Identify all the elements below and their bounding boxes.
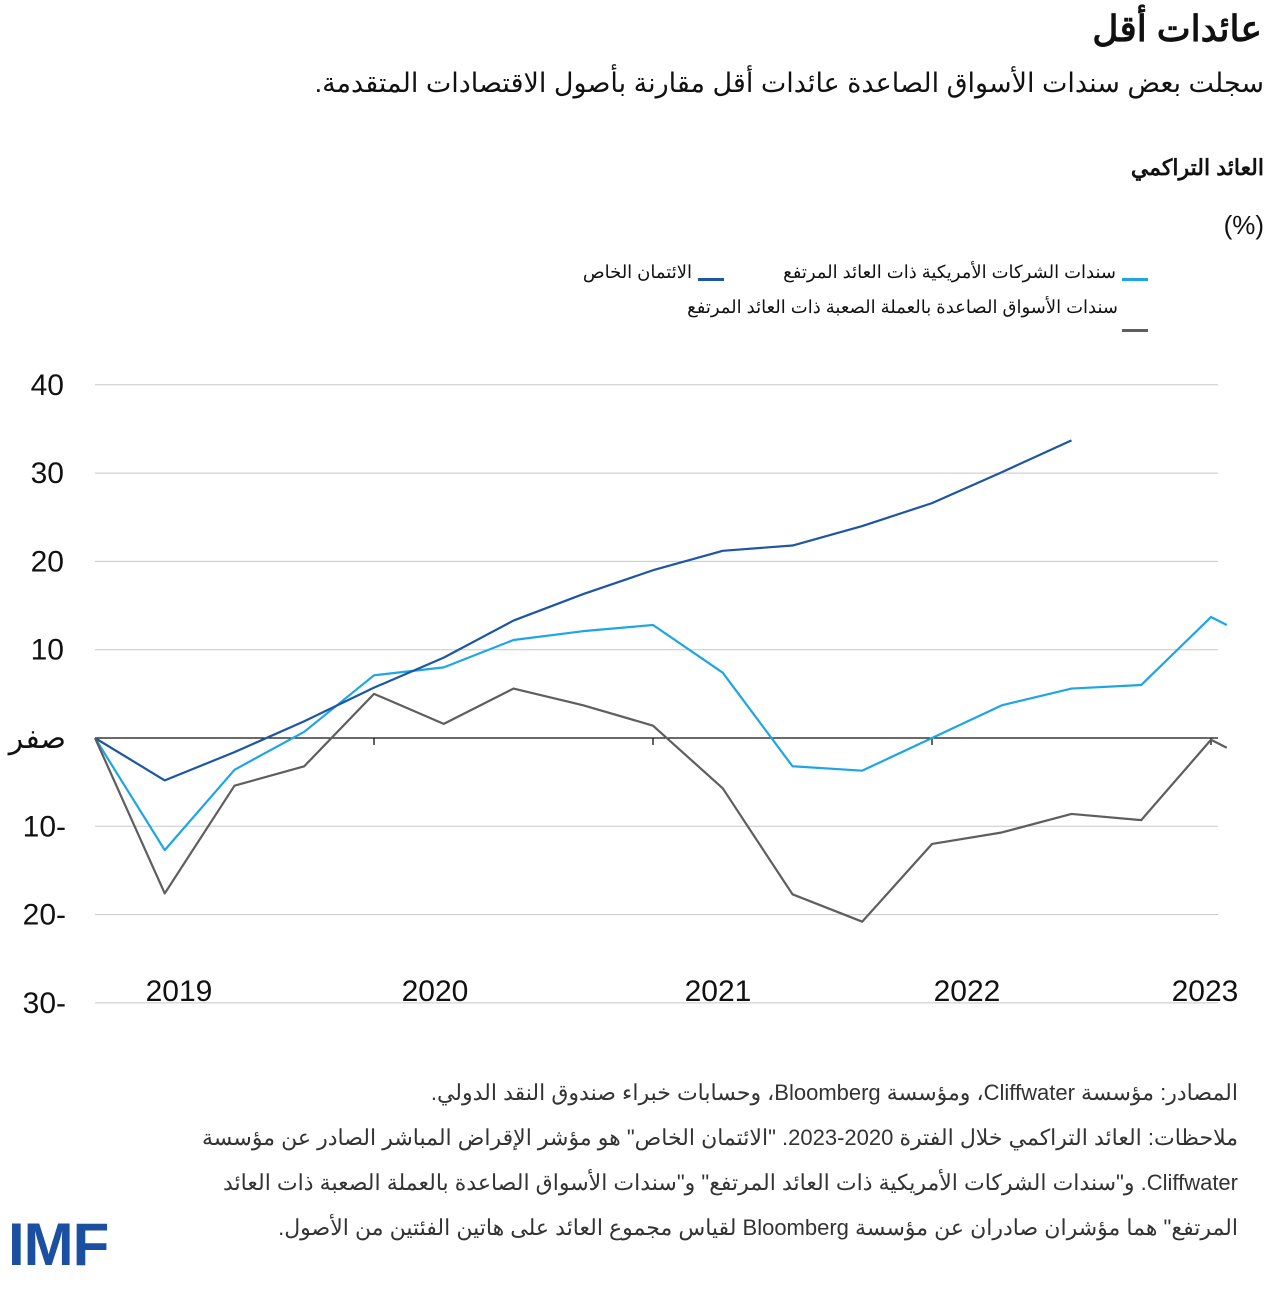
x-tick-label: 2020	[402, 975, 469, 1008]
series-line-0	[94, 615, 1228, 852]
x-tick-label: 2023	[1172, 975, 1239, 1008]
legend-swatch	[1122, 329, 1148, 332]
y-tick-label: 20	[31, 545, 64, 578]
x-tick-label: 2021	[685, 975, 752, 1008]
notes: المصادر: مؤسسة Cliffwater، ومؤسسة Bloomb…	[178, 1070, 1238, 1250]
x-tick-label: 2019	[146, 975, 213, 1008]
y-tick-label: صفر	[7, 722, 66, 756]
chart-subtitle: سجلت بعض سندات الأسواق الصاعدة عائدات أق…	[314, 68, 1264, 98]
sources-note: المصادر: مؤسسة Cliffwater، ومؤسسة Bloomb…	[430, 1080, 1238, 1105]
legend-label: الائتمان الخاص	[582, 262, 692, 282]
y-tick-label: 30-	[23, 987, 66, 1020]
legend-label: سندات الشركات الأمريكية ذات العائد المرت…	[783, 262, 1116, 282]
y-tick-label: 10	[31, 634, 64, 667]
y-axis-unit: (%)	[1223, 210, 1264, 240]
legend-item-em-high-yield: سندات الأسواق الصاعدة بالعملة الصعبة ذات…	[687, 297, 1118, 318]
legend-label: سندات الأسواق الصاعدة بالعملة الصعبة ذات…	[687, 297, 1118, 317]
y-tick-label: 30	[31, 457, 64, 490]
legend-item-private-credit: الائتمان الخاص	[583, 262, 724, 283]
y-axis-label: العائد التراكمي	[1130, 155, 1264, 180]
imf-logo: IMF	[8, 1211, 109, 1278]
y-tick-label: 20-	[23, 899, 66, 932]
series-line-1	[94, 439, 1072, 782]
legend-item-us-high-yield: سندات الشركات الأمريكية ذات العائد المرت…	[783, 262, 1148, 283]
chart-title: عائدات أقل	[1092, 8, 1262, 49]
x-tick-label: 2022	[934, 975, 1001, 1008]
remarks-note: ملاحظات: العائد التراكمي خلال الفترة 202…	[201, 1125, 1238, 1240]
legend-swatch	[698, 278, 724, 281]
legend-swatch	[1122, 278, 1148, 281]
series-line-2	[93, 687, 1228, 923]
y-tick-label: 10-	[23, 810, 66, 843]
y-tick-label: 40	[31, 369, 64, 402]
